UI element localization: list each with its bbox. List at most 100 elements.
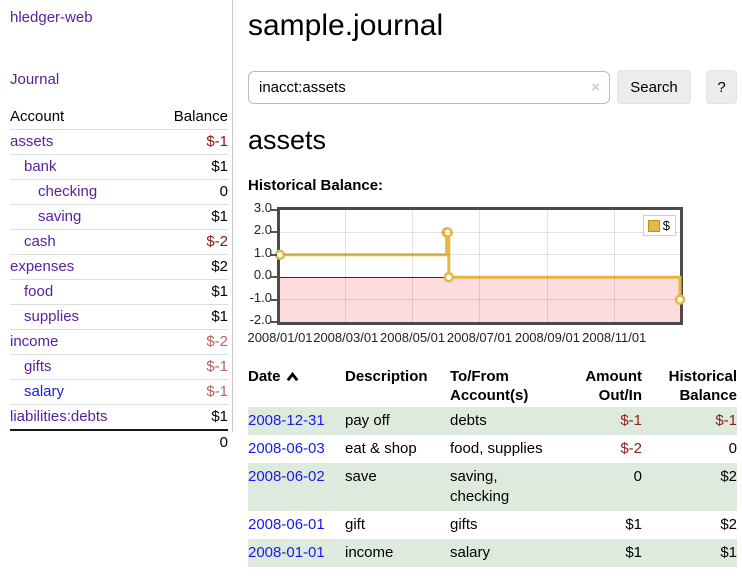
register-cell-description: gift (345, 516, 366, 533)
chart-y-axis-labels: 3.0 2.0 1.0 0.0 -1.0 -2.0 (248, 200, 272, 327)
account-link-cash[interactable]: cash (24, 233, 56, 250)
account-row: expenses $2 (10, 254, 228, 280)
chart-gridline-v (613, 210, 615, 322)
account-link-assets[interactable]: assets (10, 133, 54, 150)
transaction-date-link[interactable]: 2008-06-02 (248, 468, 325, 485)
register-cell-balance: $-1 (715, 412, 737, 429)
register-table-body: 2008-12-31 pay off debts $-1 $-1 2008-06-03 ea… (248, 407, 737, 567)
help-button[interactable]: ? (706, 70, 737, 104)
register-header-row: Date Description To/From Account(s) Amou… (248, 365, 737, 407)
search-input[interactable] (248, 70, 610, 104)
transaction-date-link[interactable]: 2008-06-01 (248, 516, 325, 533)
register-row[interactable]: 2008-12-31 pay off debts $-1 $-1 (248, 407, 737, 435)
register-cell-description: eat & shop (345, 440, 417, 457)
account-link-saving[interactable]: saving (38, 208, 82, 225)
account-balance: 0 (150, 179, 228, 205)
account-row: food $1 (10, 279, 228, 305)
account-balance: $1 (150, 154, 228, 180)
account-name-cell: income (10, 329, 151, 355)
y-tick-mark (271, 298, 277, 301)
chart-gridline-v (412, 210, 414, 322)
account-row: bank $1 (10, 154, 228, 180)
balance-chart: 3.0 2.0 1.0 0.0 -1.0 -2.0 $ 2008/01/01 2008/03… (247, 200, 688, 346)
register-header-description: Description (345, 368, 428, 385)
chart-gridline-v (546, 210, 548, 322)
y-tick-mark (271, 209, 277, 211)
chart-gridline-v (478, 210, 480, 322)
search-form: × Search ? (248, 70, 737, 104)
account-name-cell: food (10, 279, 151, 305)
chart-plot-area: $ (271, 207, 686, 325)
account-name-cell: checking (10, 179, 151, 205)
account-row: cash $-2 (10, 229, 228, 255)
register-cell-amount: 0 (633, 468, 642, 485)
account-link-bank[interactable]: bank (24, 158, 57, 175)
register-cell-description: pay off (345, 412, 390, 429)
y-tick-label: 3.0 (253, 200, 272, 215)
y-tick-label: 0.0 (253, 267, 272, 283)
chart-title: Historical Balance: (248, 177, 384, 194)
register-cell-date: 2008-06-03 (248, 435, 345, 463)
y-tick-mark (271, 253, 277, 256)
account-link-supplies[interactable]: supplies (24, 308, 80, 325)
register-cell-amount: $-1 (620, 412, 642, 429)
transaction-date-link[interactable]: 2008-06-03 (248, 440, 325, 457)
register-row[interactable]: 2008-01-01 income salary $1 $1 (248, 539, 737, 567)
chart-gridline-h (280, 231, 680, 233)
account-link-food[interactable]: food (24, 283, 54, 300)
accounts-header-row: Account Balance (10, 105, 228, 130)
account-balance: $1 (150, 204, 228, 230)
accounts-header-account: Account (10, 105, 151, 130)
x-tick-label: 2008/01/01 (247, 330, 313, 345)
account-row: saving $1 (10, 204, 228, 230)
account-link-salary[interactable]: salary (24, 383, 65, 400)
y-tick-mark (271, 231, 277, 234)
chart-legend: $ (642, 215, 676, 236)
accounts-total: 0 (150, 429, 228, 455)
accounts-total-row: 0 (10, 429, 228, 455)
main-content: sample.journal × Search ? assets Histori… (247, 0, 737, 567)
account-name-cell: saving (10, 204, 151, 230)
register-cell-date: 2008-06-02 (248, 463, 345, 511)
y-tick-mark (271, 321, 277, 323)
sidebar-item-journal[interactable]: Journal (10, 71, 60, 88)
register-header-date[interactable]: Date (248, 365, 345, 407)
account-row: assets $-1 (10, 129, 228, 155)
account-page-title: assets (248, 125, 327, 155)
accounts-table: Account Balance assets $-1 bank $1 checking 0… (10, 105, 228, 455)
account-name-cell: bank (10, 154, 151, 180)
accounts-header-balance: Balance (150, 105, 228, 130)
y-tick-label: 1.0 (253, 244, 272, 260)
y-tick-label: -2.0 (249, 312, 272, 327)
legend-label: $ (662, 218, 670, 233)
x-tick-label: 2008/11/01 (582, 330, 647, 345)
register-header-balance: Historical Balance (668, 368, 737, 404)
account-link-gifts[interactable]: gifts (24, 358, 52, 375)
transaction-date-link[interactable]: 2008-01-01 (248, 544, 325, 561)
register-cell-amount: $-2 (620, 440, 642, 457)
register-row[interactable]: 2008-06-03 eat & shop food, supplies $-2 0 (248, 435, 737, 463)
chart-negative-region (280, 277, 680, 322)
app-title-link[interactable]: hledger-web (10, 9, 93, 26)
clear-search-icon[interactable]: × (591, 78, 600, 96)
sidebar-nav: Journal (0, 70, 232, 89)
chart-gridline-h (280, 254, 680, 256)
account-balance: $-2 (150, 229, 228, 255)
register-row[interactable]: 2008-06-01 gift gifts $1 $2 (248, 511, 737, 539)
account-link-checking[interactable]: checking (38, 183, 98, 200)
account-link-expenses[interactable]: expenses (10, 258, 75, 275)
register-cell-date: 2008-12-31 (248, 407, 345, 435)
transaction-date-link[interactable]: 2008-12-31 (248, 412, 325, 429)
y-tick-label: -1.0 (249, 289, 272, 305)
account-name-cell: gifts (10, 354, 151, 380)
account-link-liabilities-debts[interactable]: liabilities:debts (10, 408, 108, 425)
register-cell-date: 2008-01-01 (248, 539, 345, 567)
search-button[interactable]: Search (617, 70, 691, 104)
account-balance: $2 (150, 254, 228, 280)
account-link-income[interactable]: income (10, 333, 59, 350)
account-name-cell: cash (10, 229, 151, 255)
x-tick-label: 2008/09/01 (514, 330, 580, 345)
register-header-accounts: To/From Account(s) (450, 368, 529, 404)
register-row[interactable]: 2008-06-02 save saving, checking 0 $2 (248, 463, 737, 511)
account-balance: $-1 (150, 354, 228, 380)
